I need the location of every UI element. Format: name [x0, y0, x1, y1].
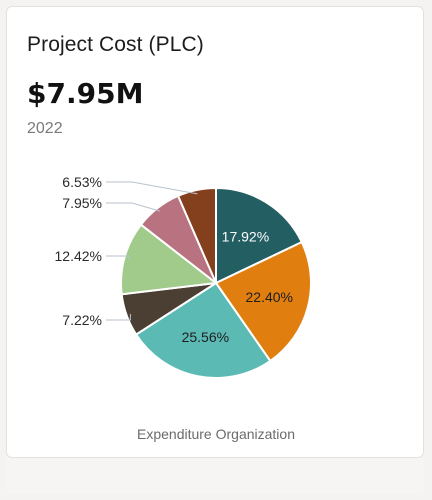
- label-leader-line: [106, 255, 129, 259]
- slice-data-label: 25.56%: [182, 329, 229, 345]
- slice-data-label: 6.53%: [62, 174, 102, 190]
- slice-data-label: 7.95%: [62, 195, 102, 211]
- label-leader-line: [106, 181, 198, 195]
- card-footer: [6, 458, 424, 494]
- card-title: Project Cost (PLC): [27, 33, 204, 56]
- pie-slice[interactable]: [120, 223, 219, 296]
- slice-data-label: 22.40%: [246, 289, 293, 305]
- pie-slice[interactable]: [176, 186, 217, 284]
- slice-data-label: 17.92%: [222, 228, 269, 244]
- slice-data-label: 12.42%: [55, 248, 102, 264]
- total-amount: $7.95M: [27, 77, 144, 110]
- slice-data-label: 7.22%: [62, 312, 102, 328]
- pie-slice[interactable]: [214, 240, 312, 363]
- pie-slice[interactable]: [215, 186, 304, 285]
- label-leader-line: [106, 202, 161, 212]
- pie-slice[interactable]: [134, 281, 272, 379]
- label-leader-line: [106, 313, 131, 321]
- year-label: 2022: [27, 120, 63, 137]
- chart-caption: Expenditure Organization: [137, 426, 295, 442]
